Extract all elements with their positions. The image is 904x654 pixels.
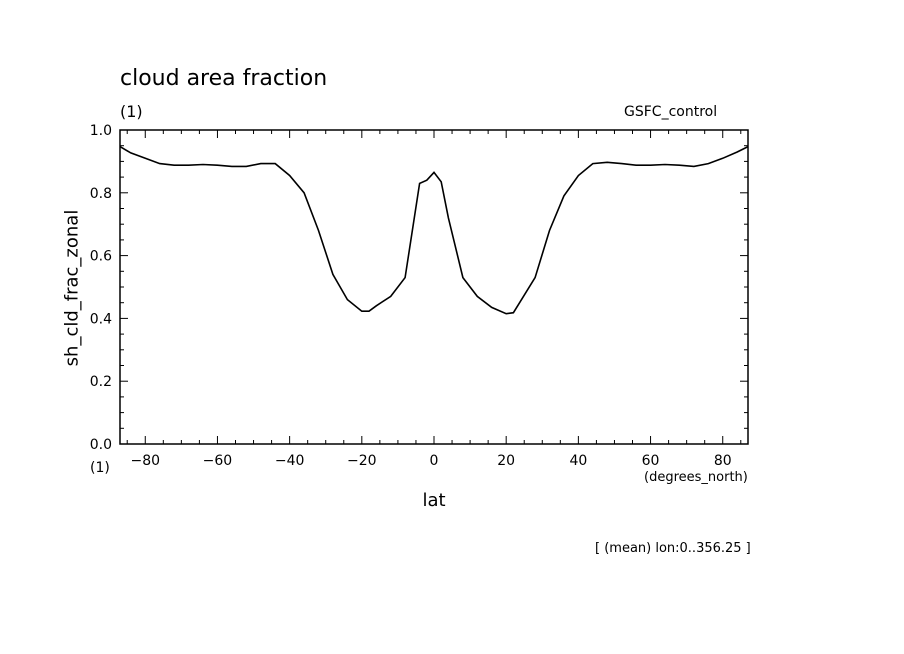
x-tick-label: 20 bbox=[497, 453, 515, 469]
y-tick-label: 0.4 bbox=[90, 311, 112, 327]
y-axis-units: (1) bbox=[90, 460, 110, 476]
x-tick-label: 60 bbox=[642, 453, 660, 469]
x-tick-label: −40 bbox=[275, 453, 305, 469]
y-tick-label: 0.8 bbox=[90, 186, 112, 202]
x-tick-label: 40 bbox=[569, 453, 587, 469]
y-tick-label: 0.6 bbox=[90, 249, 112, 265]
y-tick-label: 0.2 bbox=[90, 374, 112, 390]
footnote: [ (mean) lon:0..356.25 ] bbox=[595, 541, 751, 556]
chart-units: (1) bbox=[120, 102, 143, 121]
run-label: GSFC_control bbox=[624, 104, 718, 120]
y-tick-label: 0.0 bbox=[90, 437, 112, 453]
x-tick-label: 0 bbox=[430, 453, 439, 469]
x-tick-label: −80 bbox=[130, 453, 160, 469]
chart-title: cloud area fraction bbox=[120, 66, 328, 91]
x-tick-label: 80 bbox=[714, 453, 732, 469]
axis-tick-labels: −80 −60 −40 −20 0 20 40 60 80 0.0 0.2 0.4 0.6 0.8 1.0 bbox=[90, 123, 732, 469]
x-tick-label: −60 bbox=[203, 453, 233, 469]
y-tick-label: 1.0 bbox=[90, 123, 112, 139]
series-line bbox=[119, 145, 749, 315]
x-axis-units: (degrees_north) bbox=[644, 470, 748, 485]
x-tick-label: −20 bbox=[347, 453, 377, 469]
axis-ticks bbox=[120, 129, 748, 445]
x-axis-label: lat bbox=[422, 490, 446, 511]
plot-frame bbox=[119, 129, 749, 445]
